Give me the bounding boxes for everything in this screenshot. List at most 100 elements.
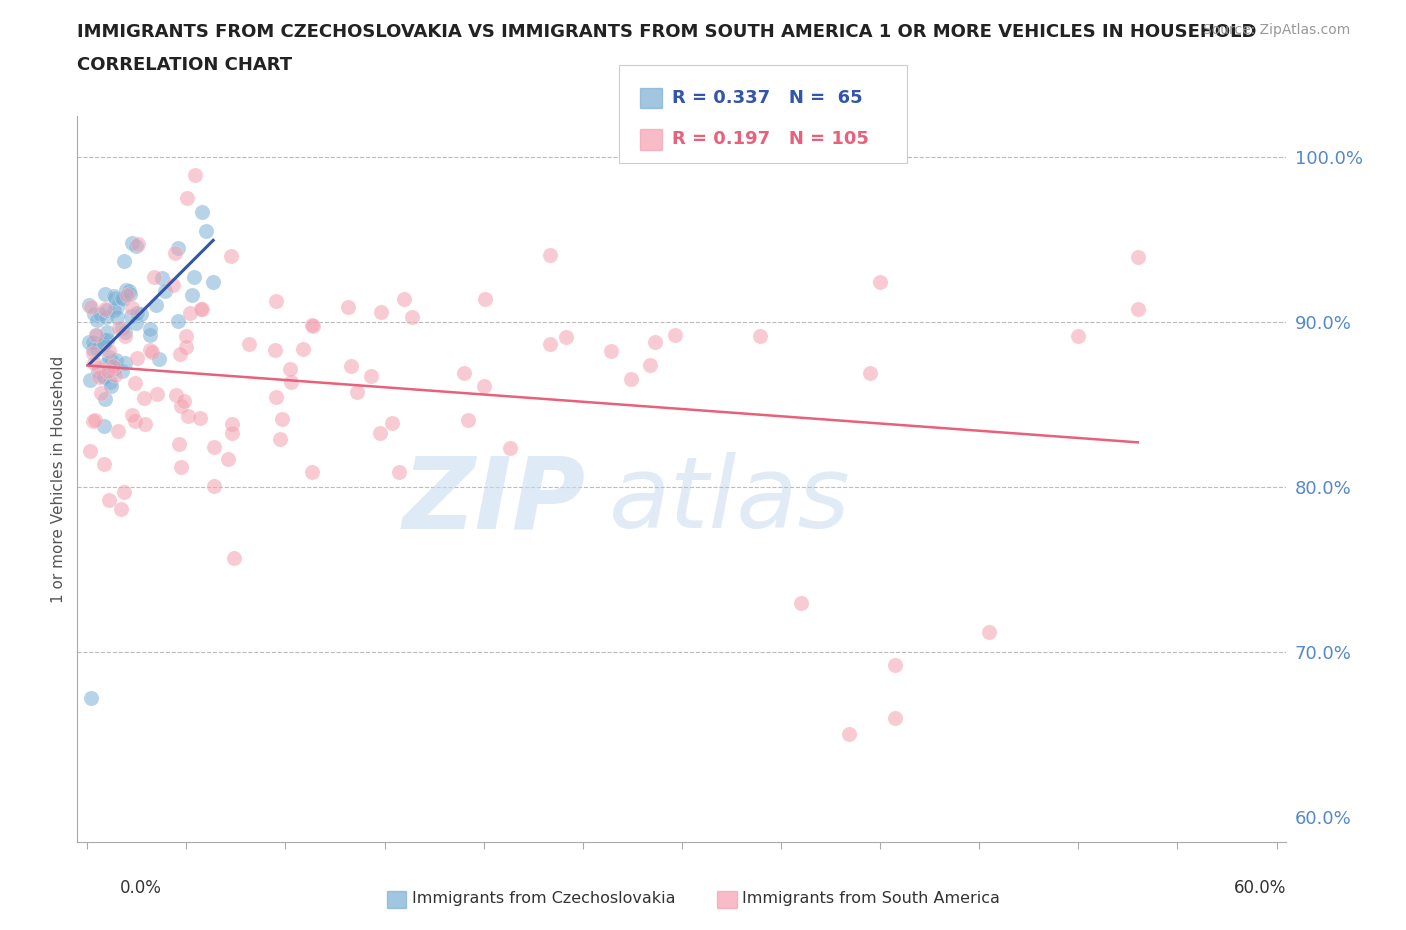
Point bbox=[278, 362, 301, 377]
Point bbox=[103, 303, 125, 318]
Point bbox=[101, 359, 124, 374]
Point bbox=[93, 369, 115, 384]
Text: Immigrants from South America: Immigrants from South America bbox=[742, 891, 1000, 906]
Point bbox=[127, 306, 149, 321]
Text: R = 0.197   N = 105: R = 0.197 N = 105 bbox=[672, 130, 869, 149]
Point bbox=[100, 379, 122, 393]
Point bbox=[884, 711, 907, 725]
Point bbox=[93, 392, 115, 406]
Point bbox=[77, 335, 100, 350]
Point bbox=[112, 254, 135, 269]
Point bbox=[84, 412, 107, 427]
Point bbox=[89, 361, 111, 376]
Point bbox=[370, 304, 392, 319]
Point bbox=[145, 386, 167, 401]
Point bbox=[134, 417, 156, 432]
Point bbox=[97, 492, 120, 507]
Point bbox=[838, 727, 860, 742]
Point bbox=[337, 299, 360, 314]
Text: R = 0.337   N =  65: R = 0.337 N = 65 bbox=[672, 89, 863, 107]
Point bbox=[264, 390, 287, 405]
Point bbox=[217, 452, 239, 467]
Point bbox=[139, 342, 162, 357]
Point bbox=[538, 247, 561, 262]
Point bbox=[80, 299, 103, 314]
Point bbox=[139, 328, 162, 343]
Point bbox=[165, 246, 187, 260]
Point bbox=[170, 459, 193, 474]
Point bbox=[97, 350, 120, 365]
Point bbox=[538, 337, 561, 352]
Point bbox=[121, 235, 143, 250]
Point bbox=[167, 240, 190, 255]
Text: ZIP: ZIP bbox=[402, 452, 585, 550]
Point bbox=[183, 270, 205, 285]
Point bbox=[264, 293, 287, 308]
Point bbox=[96, 333, 118, 348]
Point bbox=[474, 291, 496, 306]
Point bbox=[165, 388, 187, 403]
Point bbox=[1126, 249, 1149, 264]
Point bbox=[1067, 328, 1090, 343]
Point bbox=[202, 479, 225, 494]
Text: Source: ZipAtlas.com: Source: ZipAtlas.com bbox=[1202, 23, 1350, 37]
Point bbox=[111, 364, 134, 379]
Point bbox=[222, 551, 245, 565]
Point bbox=[105, 299, 128, 314]
Point bbox=[83, 307, 105, 322]
Point bbox=[153, 284, 176, 299]
Point bbox=[145, 298, 167, 312]
Point bbox=[202, 440, 225, 455]
Point bbox=[169, 399, 191, 414]
Point bbox=[107, 423, 129, 438]
Point bbox=[166, 313, 188, 328]
Point bbox=[124, 375, 146, 390]
Point bbox=[264, 343, 287, 358]
Point bbox=[114, 325, 136, 339]
Point bbox=[555, 329, 578, 344]
Point bbox=[86, 341, 108, 356]
Point bbox=[125, 239, 148, 254]
Point bbox=[270, 411, 292, 426]
Point bbox=[238, 337, 260, 352]
Point bbox=[368, 426, 391, 441]
Y-axis label: 1 or more Vehicles in Household: 1 or more Vehicles in Household bbox=[51, 355, 66, 603]
Point bbox=[120, 308, 142, 323]
Point bbox=[176, 191, 198, 206]
Point bbox=[498, 441, 520, 456]
Point bbox=[115, 283, 138, 298]
Point bbox=[83, 355, 105, 370]
Point bbox=[174, 329, 197, 344]
Point bbox=[143, 270, 166, 285]
Point bbox=[87, 369, 110, 384]
Point bbox=[301, 318, 323, 333]
Point bbox=[173, 394, 195, 409]
Point bbox=[79, 373, 101, 388]
Point bbox=[111, 291, 134, 306]
Point bbox=[118, 284, 141, 299]
Point bbox=[82, 341, 104, 356]
Point bbox=[82, 345, 104, 360]
Point bbox=[191, 301, 214, 316]
Point bbox=[96, 355, 118, 370]
Point bbox=[620, 372, 643, 387]
Point bbox=[167, 437, 190, 452]
Point bbox=[80, 691, 103, 706]
Point bbox=[93, 418, 115, 433]
Point bbox=[194, 223, 217, 238]
Point bbox=[86, 312, 108, 327]
Point bbox=[644, 335, 666, 350]
Point bbox=[111, 292, 134, 307]
Point bbox=[184, 168, 207, 183]
Point bbox=[179, 306, 201, 321]
Point bbox=[138, 322, 160, 337]
Point bbox=[600, 343, 623, 358]
Point bbox=[221, 417, 243, 432]
Point bbox=[108, 320, 131, 335]
Point bbox=[96, 302, 118, 317]
Point bbox=[110, 501, 132, 516]
Point bbox=[346, 385, 368, 400]
Point bbox=[103, 288, 125, 303]
Text: CORRELATION CHART: CORRELATION CHART bbox=[77, 56, 292, 73]
Text: IMMIGRANTS FROM CZECHOSLOVAKIA VS IMMIGRANTS FROM SOUTH AMERICA 1 OR MORE VEHICL: IMMIGRANTS FROM CZECHOSLOVAKIA VS IMMIGR… bbox=[77, 23, 1257, 41]
